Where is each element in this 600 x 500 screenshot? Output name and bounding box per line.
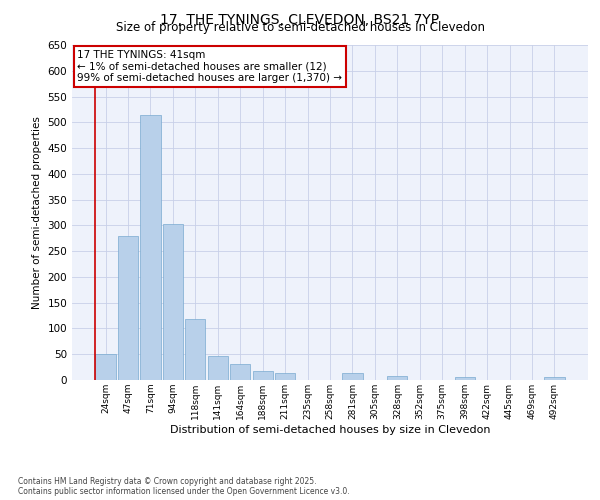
- Text: 17, THE TYNINGS, CLEVEDON, BS21 7YP: 17, THE TYNINGS, CLEVEDON, BS21 7YP: [160, 12, 440, 26]
- Bar: [95, 354, 116, 380]
- Bar: [343, 374, 362, 380]
- Text: 17 THE TYNINGS: 41sqm
← 1% of semi-detached houses are smaller (12)
99% of semi-: 17 THE TYNINGS: 41sqm ← 1% of semi-detac…: [77, 50, 342, 83]
- Bar: [387, 376, 407, 380]
- Bar: [455, 378, 475, 380]
- Bar: [140, 114, 161, 380]
- Bar: [275, 373, 295, 380]
- Bar: [118, 236, 138, 380]
- Text: Size of property relative to semi-detached houses in Clevedon: Size of property relative to semi-detach…: [115, 21, 485, 34]
- Bar: [163, 224, 183, 380]
- Bar: [208, 356, 228, 380]
- Bar: [230, 364, 250, 380]
- Bar: [544, 378, 565, 380]
- X-axis label: Distribution of semi-detached houses by size in Clevedon: Distribution of semi-detached houses by …: [170, 424, 490, 434]
- Y-axis label: Number of semi-detached properties: Number of semi-detached properties: [32, 116, 42, 309]
- Bar: [185, 319, 205, 380]
- Text: Contains HM Land Registry data © Crown copyright and database right 2025.
Contai: Contains HM Land Registry data © Crown c…: [18, 476, 350, 496]
- Bar: [253, 371, 273, 380]
